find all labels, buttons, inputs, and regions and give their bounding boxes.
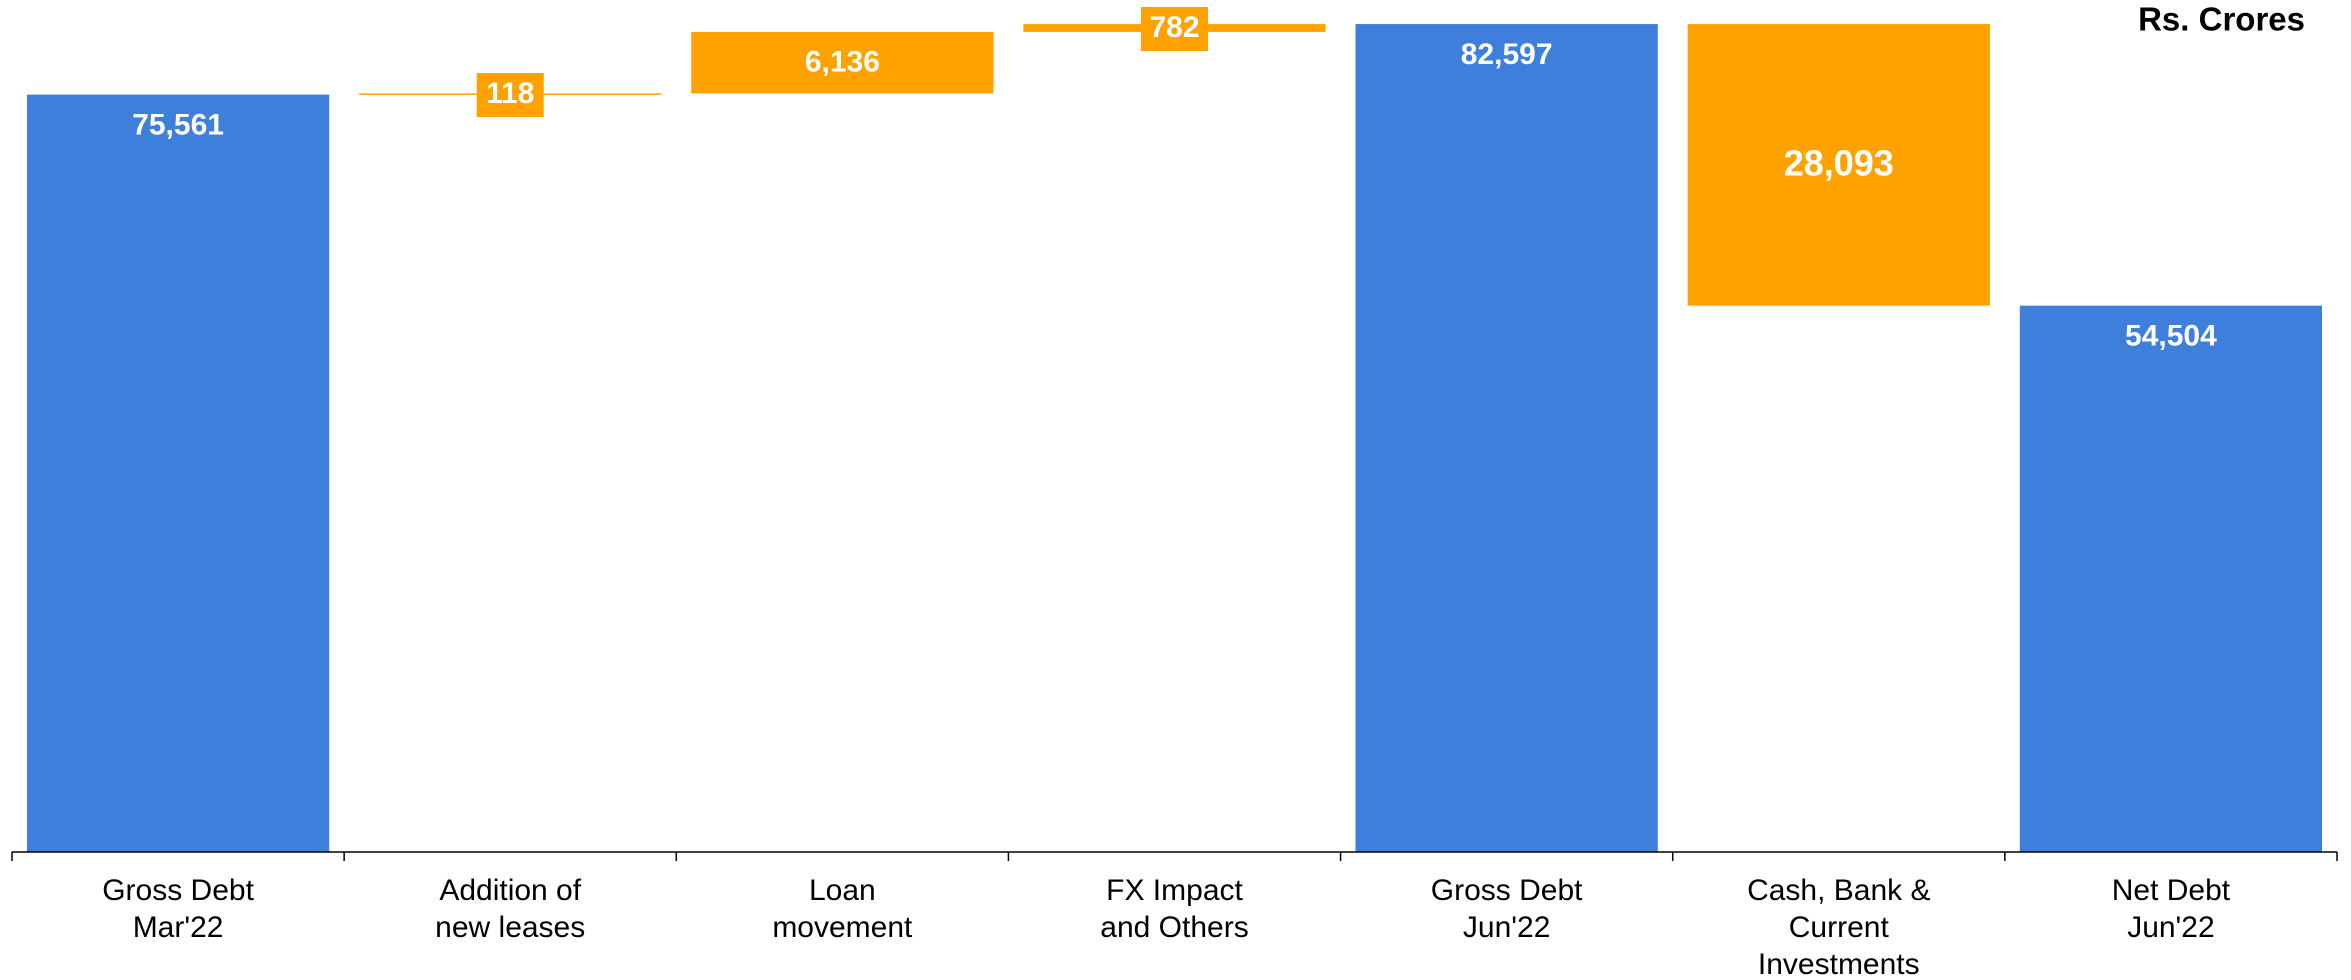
x-tick-label: Addition of new leases [435,874,585,944]
value-label: 75,561 [132,109,224,142]
bar [1687,24,1990,306]
x-tick-label: Gross Debt Mar'22 [102,874,254,944]
value-label: 54,504 [2125,320,2217,353]
value-label: 82,597 [1461,38,1553,71]
value-label-box [1141,7,1208,52]
value-label-box [476,73,544,118]
value-label: 6,136 [805,46,880,79]
x-tick-label: Gross Debt Jun'22 [1431,874,1583,944]
x-tick-label: FX Impact and Others [1100,874,1248,944]
bar [2019,305,2323,852]
x-tick-label: Loan movement [772,874,913,944]
bar [1355,24,1658,852]
value-label: 782 [1149,11,1199,44]
value-label: 118 [486,77,534,110]
value-label: 28,093 [1784,142,1894,183]
x-tick-label: Cash, Bank & Current Investments [1747,874,1930,980]
unit-label: Rs. Crores [2138,1,2305,38]
bar [691,31,994,94]
x-tick-label: Net Debt Jun'22 [2112,874,2231,944]
bar [26,94,330,853]
